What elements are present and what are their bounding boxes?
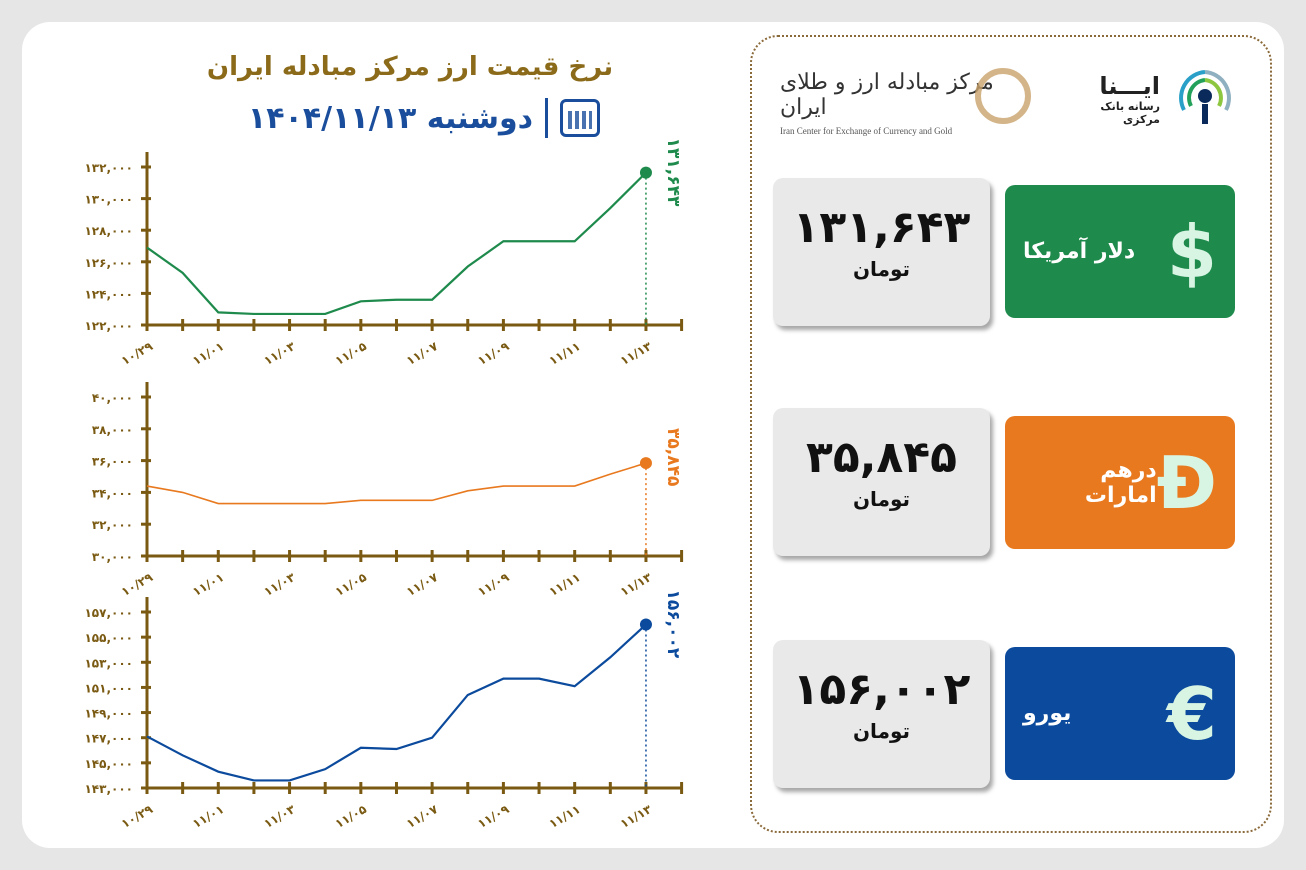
x-tick-label: ۱۱/۰۳ bbox=[261, 339, 298, 368]
center-logo-en: Iran Center for Exchange of Currency and… bbox=[780, 126, 953, 136]
x-tick-label: ۱۱/۰۹ bbox=[475, 570, 512, 599]
x-tick-label: ۱۱/۰۵ bbox=[333, 570, 369, 599]
x-tick-label: ۱۱/۰۵ bbox=[333, 802, 369, 831]
series-line bbox=[146, 171, 647, 316]
rate-unit: تومان bbox=[852, 257, 910, 281]
y-tick-label: ۱۴۵,۰۰۰ bbox=[84, 757, 133, 771]
rates-panel bbox=[750, 35, 1272, 833]
end-value-label: ۳۵,۸۴۵ bbox=[663, 428, 683, 486]
x-tick-label: ۱۱/۰۱ bbox=[190, 339, 226, 368]
x-tick-label: ۱۱/۱۱ bbox=[547, 802, 583, 831]
rate-unit: تومان bbox=[852, 719, 910, 743]
y-tick-label: ۳۲,۰۰۰ bbox=[92, 518, 133, 532]
y-tick-label: ۱۴۳,۰۰۰ bbox=[84, 782, 133, 796]
rate-value: ۱۳۱,۶۴۳ bbox=[792, 202, 971, 253]
y-tick-label: ۱۵۷,۰۰۰ bbox=[84, 606, 133, 620]
x-tick-label: ۱۱/۰۵ bbox=[333, 339, 369, 368]
data-point bbox=[639, 457, 652, 470]
y-tick-label: ۱۲۲,۰۰۰ bbox=[84, 319, 133, 333]
dollar-icon: $ bbox=[1166, 209, 1217, 294]
x-tick-label: ۱۰/۲۹ bbox=[119, 802, 156, 831]
y-tick-label: ۱۴۷,۰۰۰ bbox=[84, 732, 133, 746]
ina-subtitle: رسانه بانک مرکزی bbox=[1100, 100, 1160, 126]
y-tick-label: ۱۵۵,۰۰۰ bbox=[84, 631, 133, 645]
x-tick-label: ۱۱/۱۳ bbox=[618, 802, 655, 831]
x-tick-label: ۱۰/۲۹ bbox=[119, 339, 156, 368]
x-tick-label: ۱۱/۰۱ bbox=[190, 570, 226, 599]
page-title: نرخ قیمت ارز مرکز مبادله ایران bbox=[206, 52, 614, 82]
x-tick-label: ۱۱/۰۱ bbox=[190, 802, 226, 831]
rate-value-box: ۱۳۱,۶۴۳ تومان bbox=[773, 178, 990, 326]
end-value-label: ۱۵۶,۰۰۲ bbox=[663, 590, 683, 659]
y-tick-label: ۳۸,۰۰۰ bbox=[92, 423, 133, 437]
currency-label-box: یورو € bbox=[1005, 647, 1235, 780]
rate-unit: تومان bbox=[852, 487, 910, 511]
y-tick-label: ۱۳۲,۰۰۰ bbox=[84, 161, 133, 175]
rate-value: ۳۵,۸۴۵ bbox=[806, 432, 957, 483]
series-line bbox=[146, 462, 647, 505]
y-tick-label: ۱۵۳,۰۰۰ bbox=[84, 656, 133, 670]
x-tick-label: ۱۱/۰۷ bbox=[404, 570, 441, 599]
calendar-icon bbox=[560, 99, 600, 137]
currency-name: دلار آمریکا bbox=[1023, 239, 1136, 264]
x-tick-label: ۱۰/۲۹ bbox=[119, 570, 156, 599]
y-tick-label: ۱۵۱,۰۰۰ bbox=[84, 681, 133, 695]
y-tick-label: ۱۲۸,۰۰۰ bbox=[84, 224, 133, 238]
date-text: دوشنبه ۱۴۰۴/۱۱/۱۳ bbox=[247, 100, 533, 136]
currency-name: درهم امارات bbox=[1084, 457, 1157, 508]
rate-value: ۱۵۶,۰۰۲ bbox=[792, 664, 971, 715]
y-tick-label: ۱۲۶,۰۰۰ bbox=[84, 256, 133, 270]
center-logo: مرکز مبادله ارز و طلای ایران Iran Center… bbox=[780, 70, 1040, 136]
y-tick-label: ۳۴,۰۰۰ bbox=[92, 486, 133, 500]
series-line bbox=[146, 623, 647, 782]
x-tick-label: ۱۱/۱۱ bbox=[547, 570, 583, 599]
x-tick-label: ۱۱/۰۳ bbox=[261, 570, 298, 599]
y-tick-label: ۳۰,۰۰۰ bbox=[92, 550, 133, 564]
currency-label-box: درهم امارات Đ bbox=[1005, 416, 1235, 549]
x-tick-label: ۱۱/۱۳ bbox=[618, 339, 655, 368]
x-tick-label: ۱۱/۰۹ bbox=[475, 802, 512, 831]
y-tick-label: ۴۰,۰۰۰ bbox=[92, 391, 133, 405]
center-logo-fa: مرکز مبادله ارز و طلای ایران bbox=[780, 70, 994, 120]
x-tick-label: ۱۱/۱۳ bbox=[618, 570, 655, 599]
dirham-icon: Đ bbox=[1156, 440, 1217, 525]
currency-name: یورو bbox=[1023, 701, 1072, 726]
y-tick-label: ۱۲۴,۰۰۰ bbox=[84, 287, 133, 301]
currency-label-box: دلار آمریکا $ bbox=[1005, 185, 1235, 318]
y-tick-label: ۳۶,۰۰۰ bbox=[92, 455, 133, 469]
y-tick-label: ۱۴۹,۰۰۰ bbox=[84, 707, 133, 721]
data-point bbox=[639, 618, 652, 631]
x-tick-label: ۱۱/۰۷ bbox=[404, 802, 441, 831]
rate-value-box: ۳۵,۸۴۵ تومان bbox=[773, 408, 990, 556]
x-tick-label: ۱۱/۰۹ bbox=[475, 339, 512, 368]
rate-value-box: ۱۵۶,۰۰۲ تومان bbox=[773, 640, 990, 788]
euro-icon: € bbox=[1166, 671, 1217, 756]
data-point bbox=[639, 166, 652, 179]
x-tick-label: ۱۱/۰۷ bbox=[404, 339, 441, 368]
divider bbox=[545, 98, 548, 138]
ina-logo: ایـــنا رسانه بانک مرکزی bbox=[1080, 72, 1160, 126]
date-row: دوشنبه ۱۴۰۴/۱۱/۱۳ bbox=[200, 98, 600, 138]
ina-name: ایـــنا bbox=[1099, 72, 1160, 100]
x-tick-label: ۱۱/۰۳ bbox=[261, 802, 298, 831]
center-emblem-icon bbox=[975, 68, 1031, 124]
broadcast-icon bbox=[1179, 70, 1231, 124]
x-tick-label: ۱۱/۱۱ bbox=[547, 339, 583, 368]
end-value-label: ۱۳۱,۶۴۳ bbox=[663, 138, 683, 207]
y-tick-label: ۱۳۰,۰۰۰ bbox=[84, 193, 133, 207]
